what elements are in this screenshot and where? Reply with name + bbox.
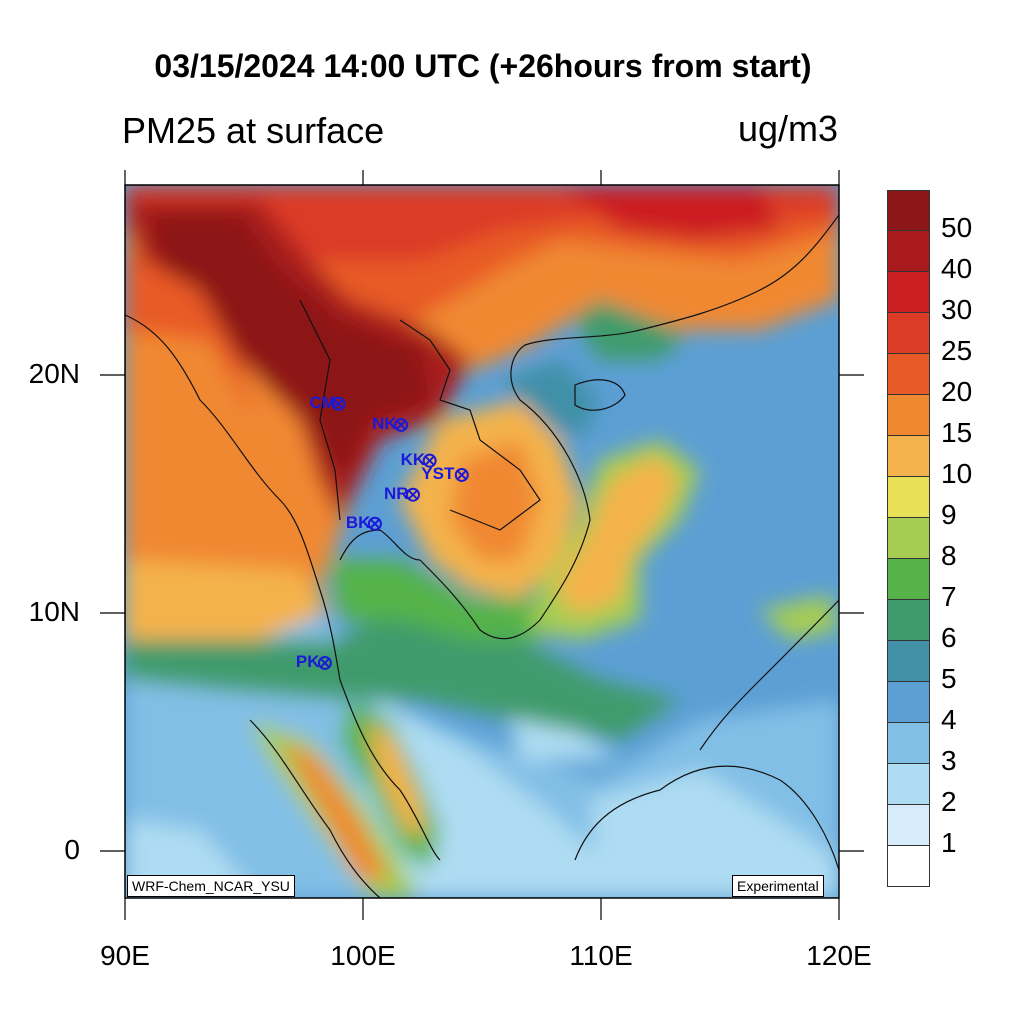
legend-swatch	[887, 846, 930, 887]
legend-swatch	[887, 600, 930, 641]
legend-label: 1	[941, 827, 957, 858]
legend-swatch	[887, 190, 930, 231]
site-label: PK	[295, 651, 320, 671]
legend-swatch	[887, 559, 930, 600]
map-frame	[124, 184, 840, 899]
legend-swatch	[887, 477, 930, 518]
legend-label: 30	[941, 294, 973, 325]
legend-label: 15	[941, 417, 973, 448]
legend-label: 7	[941, 581, 957, 612]
variable-label: PM25 at surface	[122, 110, 385, 151]
site-label: NR	[383, 483, 409, 503]
legend-label: 10	[941, 458, 973, 489]
units-label: ug/m3	[737, 108, 838, 149]
coastlines	[125, 214, 839, 898]
site-marker	[454, 467, 469, 482]
site-label: CM	[309, 392, 336, 412]
lat-label-10n: 10N	[28, 596, 80, 627]
status-tag: Experimental	[732, 875, 824, 897]
legend-label: 50	[941, 212, 973, 243]
legend-label: 3	[941, 745, 957, 776]
site-label: YST	[421, 463, 455, 483]
site-label: BK	[345, 512, 371, 532]
legend-swatch	[887, 682, 930, 723]
lon-label-90e: 90E	[100, 940, 150, 971]
legend-swatch	[887, 641, 930, 682]
site-marker	[317, 655, 332, 670]
site-marker	[367, 516, 382, 531]
lon-label-120e: 120E	[806, 940, 872, 971]
color-legend	[887, 190, 931, 887]
axis-ticks	[100, 170, 864, 920]
legend-swatch	[887, 518, 930, 559]
model-tag: WRF-Chem_NCAR_YSU	[127, 875, 295, 897]
legend-label: 20	[941, 376, 973, 407]
legend-swatch	[887, 313, 930, 354]
legend-swatch	[887, 272, 930, 313]
legend-label: 25	[941, 335, 973, 366]
lon-label-110e: 110E	[569, 940, 633, 971]
lat-label-0: 0	[64, 834, 80, 865]
legend-swatch	[887, 395, 930, 436]
legend-swatch	[887, 436, 930, 477]
legend-swatch	[887, 723, 930, 764]
legend-label: 4	[941, 704, 957, 735]
lon-label-100e: 100E	[330, 940, 396, 971]
site-label: NK	[372, 413, 397, 433]
legend-swatch	[887, 805, 930, 846]
lat-label-20n: 20N	[28, 358, 80, 389]
site-label: KK	[400, 449, 426, 469]
legend-label: 2	[941, 786, 957, 817]
legend-label: 6	[941, 622, 957, 653]
legend-swatch	[887, 354, 930, 395]
legend-swatch	[887, 231, 930, 272]
site-markers	[317, 396, 469, 670]
site-marker	[422, 453, 437, 468]
site-marker	[331, 396, 346, 411]
legend-label: 40	[941, 253, 973, 284]
site-marker	[394, 417, 409, 432]
legend-label: 8	[941, 540, 957, 571]
site-marker	[405, 487, 420, 502]
legend-swatch	[887, 764, 930, 805]
legend-label: 5	[941, 663, 957, 694]
map-title: 03/15/2024 14:00 UTC (+26hours from star…	[154, 48, 812, 84]
legend-label: 9	[941, 499, 957, 530]
